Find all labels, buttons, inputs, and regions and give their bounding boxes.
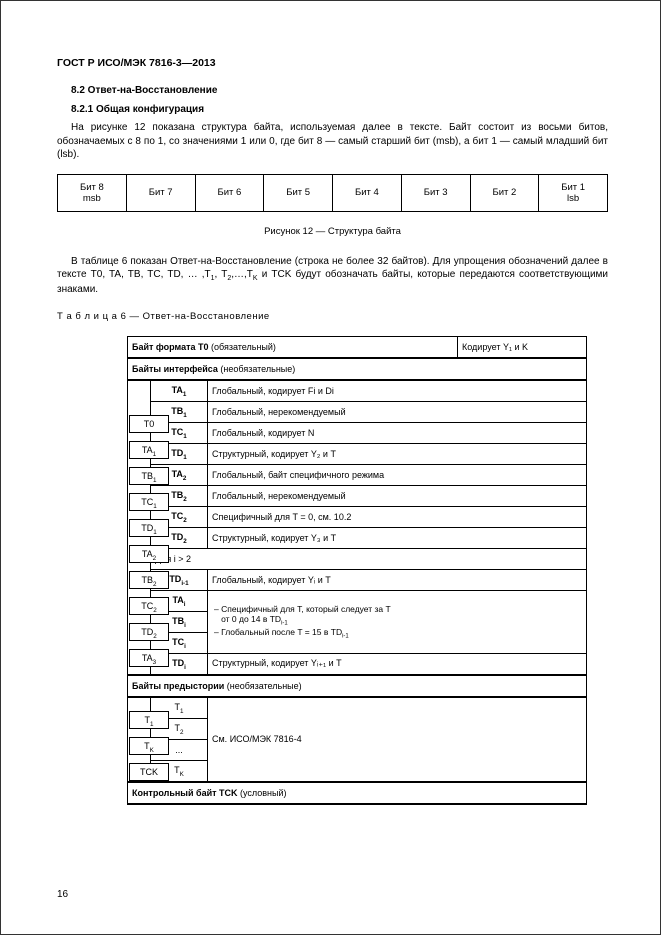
bit-cell-1: Бит 1lsb [539, 174, 608, 211]
figure-caption: Рисунок 12 — Структура байта [57, 226, 608, 237]
section-tck: Контрольный байт TCK (условный) [128, 782, 587, 804]
section-interface: Байты интерфейса (необязательные) [128, 358, 587, 380]
section-heading: 8.2 Ответ-на-Восстановление [71, 85, 608, 96]
paragraph-2: В таблице 6 показан Ответ-на-Восстановле… [57, 255, 608, 297]
table-6: Байт формата Т0 (обязательный) Кодирует … [127, 336, 587, 805]
bit-cell-2: Бит 2 [470, 174, 539, 211]
bit-cell-3: Бит 3 [401, 174, 470, 211]
document-page: ГОСТ Р ИСО/МЭК 7816-3—2013 8.2 Ответ-на-… [0, 0, 661, 935]
row-t0-left: Байт формата Т0 (обязательный) [128, 336, 458, 358]
side-byte-stack: T0 TA1 TB1 TC1 TD1 TA2 TB2 TC2 TD2 TA3 T… [129, 415, 169, 781]
row-t0-right: Кодирует Y₁ и K [458, 336, 587, 358]
table6-title: Т а б л и ц а 6 — Ответ-на-Восстановлени… [57, 311, 608, 322]
paragraph-1: На рисунке 12 показана структура байта, … [57, 121, 608, 162]
bit-cell-6: Бит 6 [195, 174, 264, 211]
bit-cell-5: Бит 5 [264, 174, 333, 211]
bit-structure-table: Бит 8msb Бит 7 Бит 6 Бит 5 Бит 4 Бит 3 Б… [57, 174, 608, 212]
merged-desc: – Специфичный для T, который следует за … [208, 590, 587, 653]
bit-cell-7: Бит 7 [126, 174, 195, 211]
bit-cell-8: Бит 8msb [58, 174, 127, 211]
subsection-heading: 8.2.1 Общая конфигурация [71, 104, 608, 115]
bit-cell-4: Бит 4 [333, 174, 402, 211]
page-number: 16 [57, 889, 68, 900]
section-history: Байты предыстории (необязательные) [128, 675, 587, 697]
document-id: ГОСТ Р ИСО/МЭК 7816-3—2013 [57, 57, 608, 69]
